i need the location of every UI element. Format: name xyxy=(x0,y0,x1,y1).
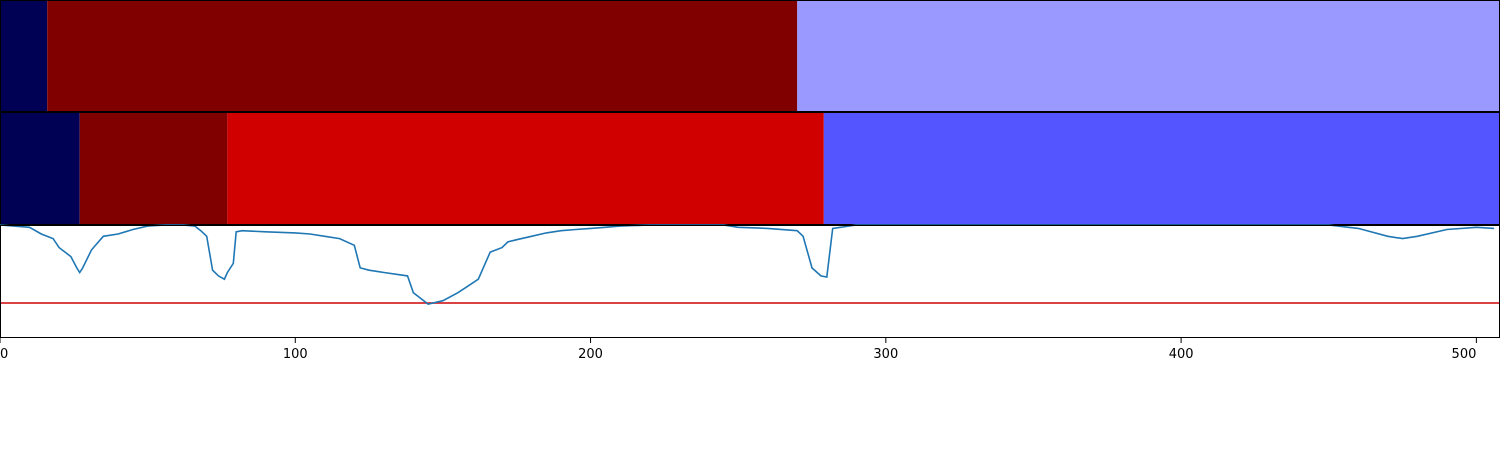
x-tick-label: 300 xyxy=(873,347,898,362)
segment-1-1 xyxy=(0,0,48,112)
x-tick-label: 100 xyxy=(283,347,308,362)
x-tick-label: 0 xyxy=(0,347,8,362)
panel-frame xyxy=(0,225,1500,338)
segment-1-3 xyxy=(797,0,1500,112)
x-tick-label: 400 xyxy=(1169,347,1194,362)
x-tick-label: 500 xyxy=(1452,347,1477,362)
segment-2-3 xyxy=(227,112,824,225)
middle-segment-bar xyxy=(0,112,1500,225)
segment-1-2 xyxy=(47,0,798,112)
segment-2-4 xyxy=(823,112,1500,225)
score-line-panel xyxy=(0,224,1500,338)
top-segment-bar xyxy=(0,0,1500,112)
segment-2-2 xyxy=(79,112,228,225)
score-line xyxy=(0,224,1495,305)
x-tick-label: 200 xyxy=(578,347,603,362)
x-axis: 0 100 200 300 400 500 xyxy=(0,338,1477,362)
segment-2-1 xyxy=(0,112,80,225)
